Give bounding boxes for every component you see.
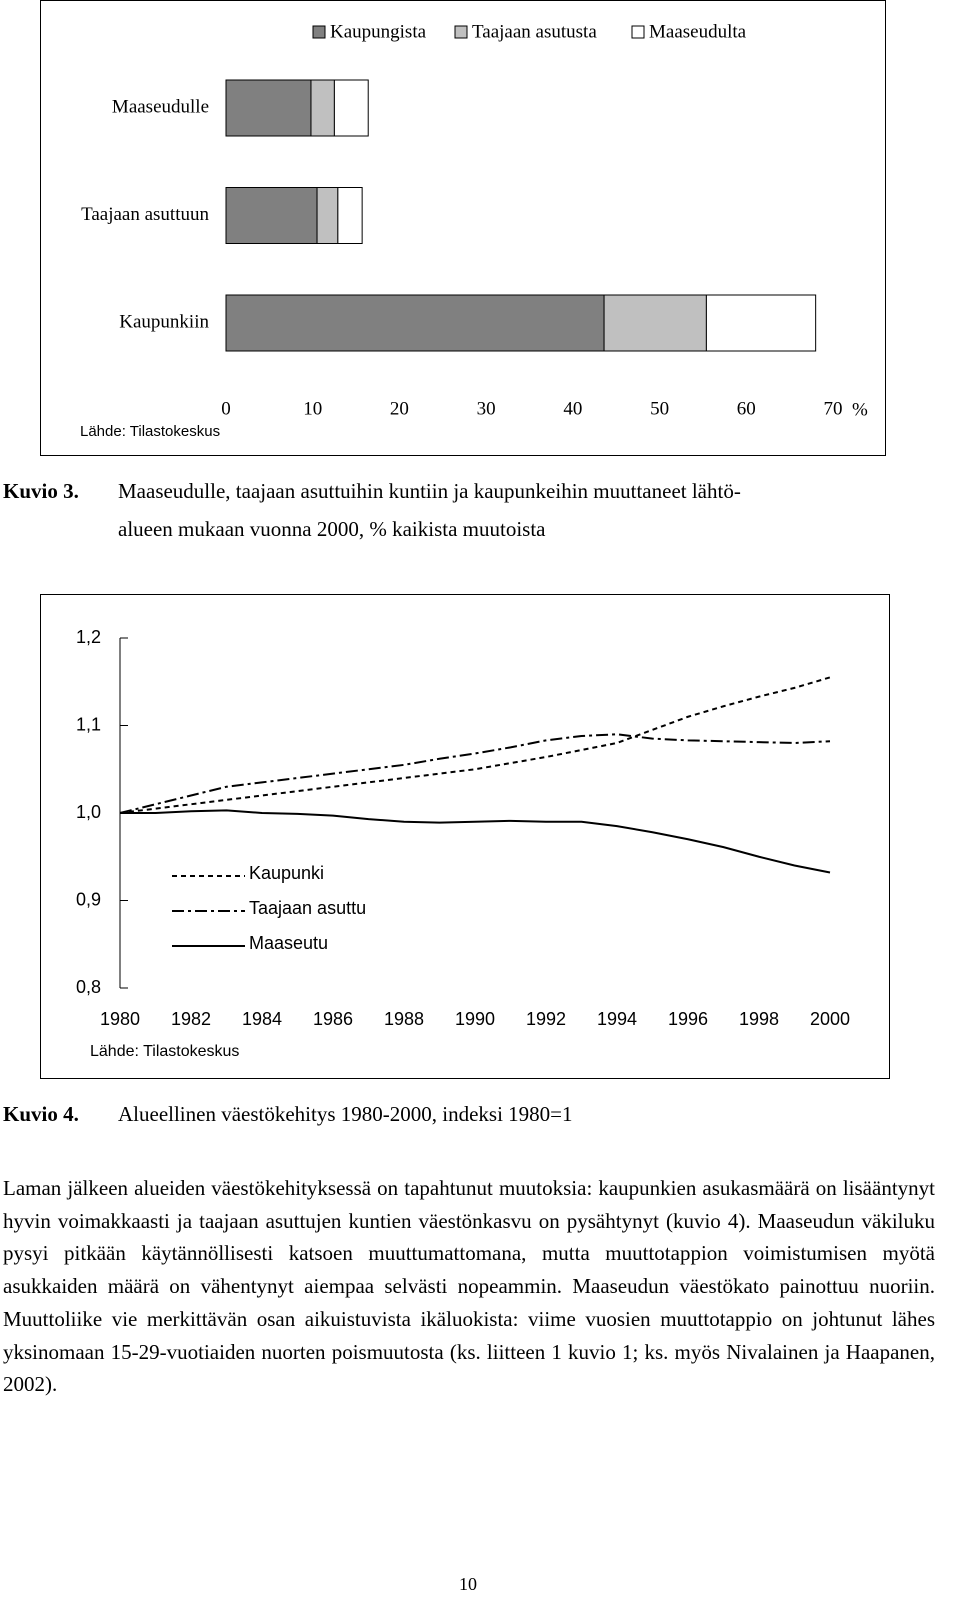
category-label: Taajaan asuttuun <box>81 204 209 225</box>
x-tick-label: 1988 <box>384 1009 424 1029</box>
legend-label: Maaseutu <box>249 933 328 953</box>
caption-label: Kuvio 3. <box>3 479 79 503</box>
line-series <box>120 809 831 874</box>
legend-swatch <box>312 25 326 39</box>
line-series <box>119 733 831 814</box>
line-series <box>119 676 831 814</box>
x-tick-label: 50 <box>650 398 669 419</box>
x-tick-label: 30 <box>477 398 496 419</box>
x-tick-label: 20 <box>390 398 409 419</box>
caption-text: Alueellinen väestökehitys 1980-2000, ind… <box>118 1102 573 1126</box>
x-tick-label: 1980 <box>100 1009 140 1029</box>
chart-frame <box>40 594 890 1079</box>
x-tick-label: 70 <box>824 398 843 419</box>
x-tick-label: 1992 <box>526 1009 566 1029</box>
x-tick-label: 1990 <box>455 1009 495 1029</box>
bar-segment <box>225 294 605 352</box>
y-tick-label: 0,8 <box>76 977 101 997</box>
x-tick-label: 1994 <box>597 1009 637 1029</box>
y-tick-label: 1,1 <box>76 714 101 734</box>
legend-label: Kaupungista <box>330 21 427 42</box>
legend-swatch <box>454 25 468 39</box>
source-note: Lähde: Tilastokeskus <box>90 1043 239 1060</box>
body-paragraph: Laman jälkeen alueiden väestökehityksess… <box>3 1176 935 1397</box>
page-number: 10 <box>459 1574 477 1594</box>
legend-label: Taajaan asuttu <box>249 898 366 918</box>
y-tick-label: 1,0 <box>76 802 101 822</box>
x-tick-label: 1986 <box>313 1009 353 1029</box>
x-tick-label: 0 <box>221 398 231 419</box>
bar-segment <box>337 187 363 244</box>
x-tick-label: 1996 <box>668 1009 708 1029</box>
bar-segment <box>310 79 335 137</box>
x-tick-label: 60 <box>737 398 756 419</box>
bar-segment <box>333 79 369 137</box>
legend-label: Taajaan asutusta <box>472 21 597 42</box>
y-tick-label: 1,2 <box>76 627 101 647</box>
bar-segment <box>225 79 312 137</box>
caption-text: alueen mukaan vuonna 2000, % kaikista mu… <box>118 517 546 541</box>
bar-segment <box>225 187 318 244</box>
y-tick-label: 0,9 <box>76 889 101 909</box>
bar-segment <box>316 187 339 244</box>
bar-segment <box>705 294 817 352</box>
x-tick-label: 1982 <box>171 1009 211 1029</box>
x-axis-label: % <box>852 399 868 420</box>
legend-label: Kaupunki <box>249 863 324 883</box>
x-tick-label: 1998 <box>739 1009 779 1029</box>
category-label: Maaseudulle <box>112 96 209 117</box>
caption-text: Maaseudulle, taajaan asuttuihin kuntiin … <box>118 479 741 503</box>
caption-label: Kuvio 4. <box>3 1102 79 1126</box>
chart-frame <box>40 0 886 456</box>
x-tick-label: 1984 <box>242 1009 282 1029</box>
x-tick-label: 10 <box>303 398 322 419</box>
legend-label: Maaseudulta <box>649 21 747 42</box>
x-tick-label: 40 <box>563 398 582 419</box>
legend-swatch <box>631 25 645 39</box>
source-note: Lähde: Tilastokeskus <box>80 423 220 440</box>
x-tick-label: 2000 <box>810 1009 850 1029</box>
bar-segment <box>603 294 707 352</box>
category-label: Kaupunkiin <box>119 311 209 332</box>
